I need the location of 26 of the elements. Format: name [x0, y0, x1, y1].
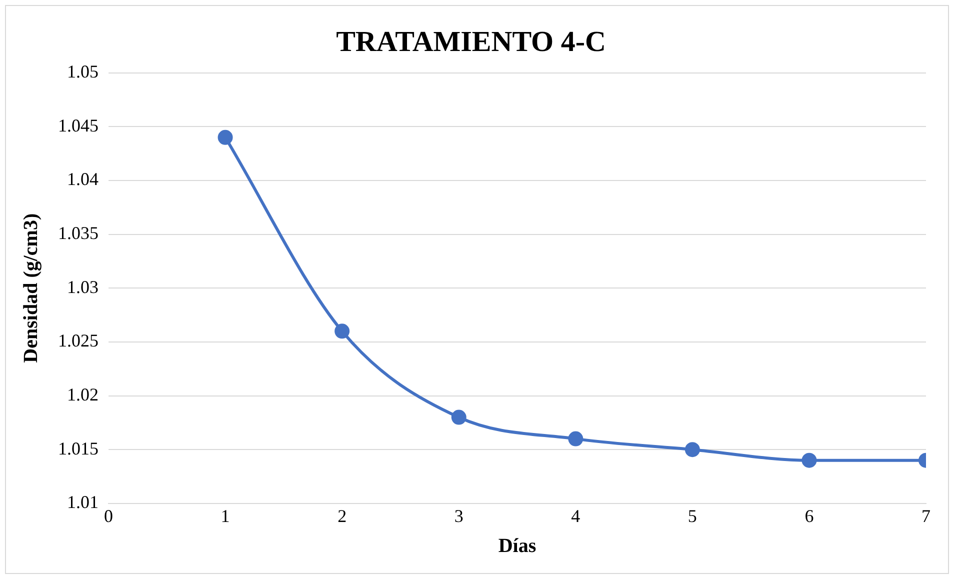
x-tick-label: 4: [571, 506, 580, 526]
y-tick-label: 1.015: [58, 438, 98, 458]
x-tick-label: 2: [338, 506, 347, 526]
x-tick-label: 0: [104, 506, 113, 526]
chart-title: TRATAMIENTO 4-C: [336, 26, 606, 58]
x-tick-label: 7: [922, 506, 930, 526]
x-tick-label: 3: [454, 506, 464, 526]
x-tick-label: 5: [688, 506, 697, 526]
point: [451, 410, 466, 425]
y-tick-label: 1.05: [67, 62, 98, 82]
x-tick-label: 6: [804, 506, 814, 526]
y-tick-label: 1.045: [58, 115, 98, 136]
y-tick-label: 1.02: [67, 384, 98, 404]
y-tick-label: 1.025: [58, 330, 98, 351]
point: [334, 324, 350, 339]
y-axis-title: Densidad (g/cm3): [20, 213, 42, 363]
point: [684, 442, 700, 458]
y-tick-label: 1.04: [67, 169, 98, 190]
y-tick-label: 1.035: [58, 223, 98, 244]
point: [218, 130, 233, 145]
point: [568, 431, 584, 446]
x-tick-label: 1: [220, 506, 230, 526]
point: [802, 452, 817, 468]
x-axis-title: Días: [498, 535, 536, 558]
y-tick-label: 1.01: [67, 492, 98, 512]
y-tick-label: 1.03: [67, 276, 98, 297]
